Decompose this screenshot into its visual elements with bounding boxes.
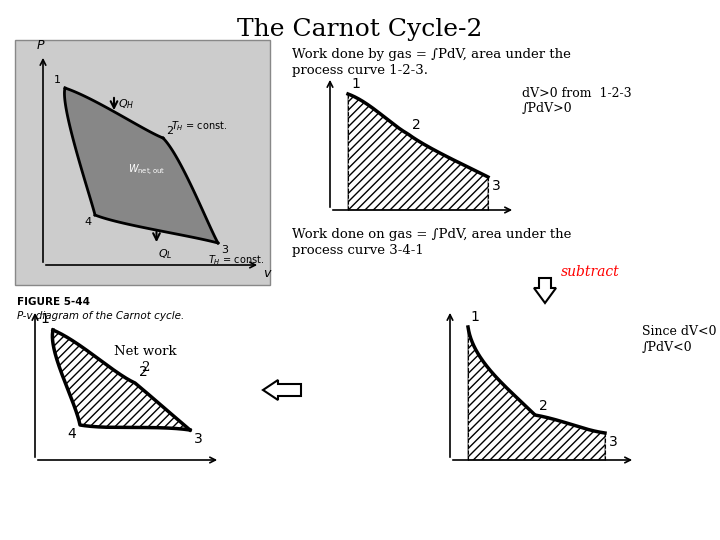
Text: $Q_L$: $Q_L$: [158, 247, 173, 261]
FancyArrow shape: [263, 380, 301, 400]
Text: 1: 1: [54, 75, 61, 85]
Text: ∫PdV<0: ∫PdV<0: [642, 341, 693, 354]
Text: subtract: subtract: [561, 265, 619, 279]
Text: 3: 3: [609, 435, 618, 449]
Polygon shape: [53, 330, 190, 430]
Text: 3: 3: [194, 432, 203, 446]
Polygon shape: [65, 88, 218, 243]
Text: ∫PdV>0: ∫PdV>0: [522, 102, 572, 115]
Text: The Carnot Cycle-2: The Carnot Cycle-2: [238, 18, 482, 41]
Text: 4: 4: [67, 427, 76, 441]
Text: 3: 3: [221, 245, 228, 255]
Text: 1: 1: [40, 312, 49, 326]
Text: dV>0 from  1-2-3: dV>0 from 1-2-3: [522, 87, 631, 100]
Text: 2: 2: [166, 126, 173, 136]
Text: $T_H$ = const.: $T_H$ = const.: [171, 119, 228, 133]
Text: 2: 2: [139, 365, 148, 379]
Text: $Q_H$: $Q_H$: [118, 97, 135, 111]
Text: 3: 3: [492, 179, 500, 193]
Text: v: v: [263, 267, 271, 280]
Text: $W_\mathregular{net, out}$: $W_\mathregular{net, out}$: [128, 163, 165, 178]
Text: 2: 2: [141, 361, 149, 374]
Text: process curve 1-2-3.: process curve 1-2-3.: [292, 64, 428, 77]
Text: 4: 4: [85, 217, 92, 227]
Text: 2: 2: [412, 118, 420, 132]
Text: $T_H$ = const.: $T_H$ = const.: [208, 253, 264, 267]
Bar: [15, 40, 270, 285]
Text: Work done on gas = ∫PdV, area under the: Work done on gas = ∫PdV, area under the: [292, 228, 572, 241]
Text: 1: 1: [351, 77, 360, 91]
Polygon shape: [348, 94, 488, 210]
Text: P-v diagram of the Carnot cycle.: P-v diagram of the Carnot cycle.: [17, 311, 184, 321]
Text: 1: 1: [470, 310, 479, 324]
Text: Net work: Net work: [114, 345, 176, 358]
Text: FIGURE 5-44: FIGURE 5-44: [17, 297, 90, 307]
Text: P: P: [36, 39, 44, 52]
Text: Work done by gas = ∫PdV, area under the: Work done by gas = ∫PdV, area under the: [292, 48, 571, 61]
Text: process curve 3-4-1: process curve 3-4-1: [292, 244, 424, 257]
Text: 2: 2: [539, 399, 548, 413]
Text: Since dV<0: Since dV<0: [642, 325, 716, 338]
Polygon shape: [468, 327, 605, 460]
FancyArrow shape: [534, 278, 556, 303]
